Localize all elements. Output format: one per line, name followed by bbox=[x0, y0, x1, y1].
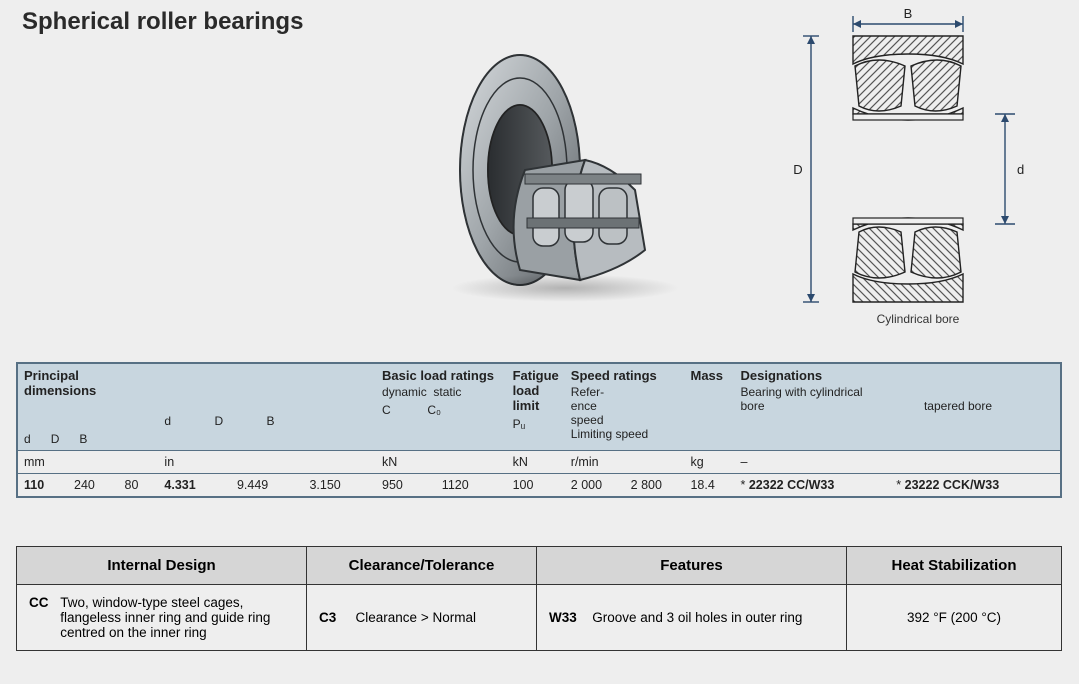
drawing-caption: Cylindrical bore bbox=[783, 312, 1053, 326]
unit-kg: kg bbox=[684, 451, 734, 474]
val-lim-speed: 2 800 bbox=[625, 474, 685, 498]
hdr-features: Features bbox=[537, 547, 847, 585]
val-ref-speed: 2 000 bbox=[565, 474, 625, 498]
hdr-principal-dim: Principal dimensions bbox=[24, 368, 152, 398]
val-D-in: 9.449 bbox=[231, 474, 304, 498]
hdr-speed: Speed ratings bbox=[571, 368, 679, 383]
hdr-mass: Mass bbox=[690, 368, 728, 383]
unit-kn2: kN bbox=[507, 451, 565, 474]
unit-dash: – bbox=[734, 451, 1061, 474]
bearing-3d-illustration bbox=[420, 30, 690, 310]
val-B-mm: 80 bbox=[119, 474, 159, 498]
val-mass: 18.4 bbox=[684, 474, 734, 498]
hdr-basic-load: Basic load ratings bbox=[382, 368, 501, 383]
dim-D-label: D bbox=[793, 162, 802, 177]
cell-internal-design: CC Two, window-type steel cages, flangel… bbox=[17, 585, 307, 651]
dimensions-table: Principal dimensions d D B d D B Basic l… bbox=[16, 362, 1062, 498]
hdr-internal-design: Internal Design bbox=[17, 547, 307, 585]
val-B-in: 3.150 bbox=[303, 474, 376, 498]
hdr-designations: Designations bbox=[740, 368, 1054, 383]
unit-in: in bbox=[158, 451, 376, 474]
hdr-clearance: Clearance/Tolerance bbox=[307, 547, 537, 585]
shadow-icon bbox=[450, 274, 680, 302]
cell-clearance: C3 Clearance > Normal bbox=[307, 585, 537, 651]
cell-heat: 392 °F (200 °C) bbox=[847, 585, 1062, 651]
features-table: Internal Design Clearance/Tolerance Feat… bbox=[16, 546, 1062, 651]
val-d-mm: 110 bbox=[17, 474, 68, 498]
dim-b-label: B bbox=[904, 6, 913, 21]
cell-features: W33 Groove and 3 oil holes in outer ring bbox=[537, 585, 847, 651]
val-desig-cyl: * 22322 CC/W33 bbox=[734, 474, 890, 498]
hdr-heat: Heat Stabilization bbox=[847, 547, 1062, 585]
page-title: Spherical roller bearings bbox=[22, 8, 303, 36]
dim-d-label: d bbox=[1017, 162, 1024, 177]
cross-section-drawing: B D d bbox=[783, 4, 1053, 324]
val-desig-tap: * 23222 CCK/W33 bbox=[890, 474, 1061, 498]
unit-rmin: r/min bbox=[565, 451, 685, 474]
unit-mm: mm bbox=[17, 451, 158, 474]
unit-kn1: kN bbox=[376, 451, 507, 474]
val-C0: 1120 bbox=[436, 474, 507, 498]
val-d-in: 4.331 bbox=[158, 474, 231, 498]
val-D-mm: 240 bbox=[68, 474, 119, 498]
hdr-fatigue: Fatigue load limit bbox=[513, 368, 559, 413]
val-C: 950 bbox=[376, 474, 436, 498]
val-Pu: 100 bbox=[507, 474, 565, 498]
